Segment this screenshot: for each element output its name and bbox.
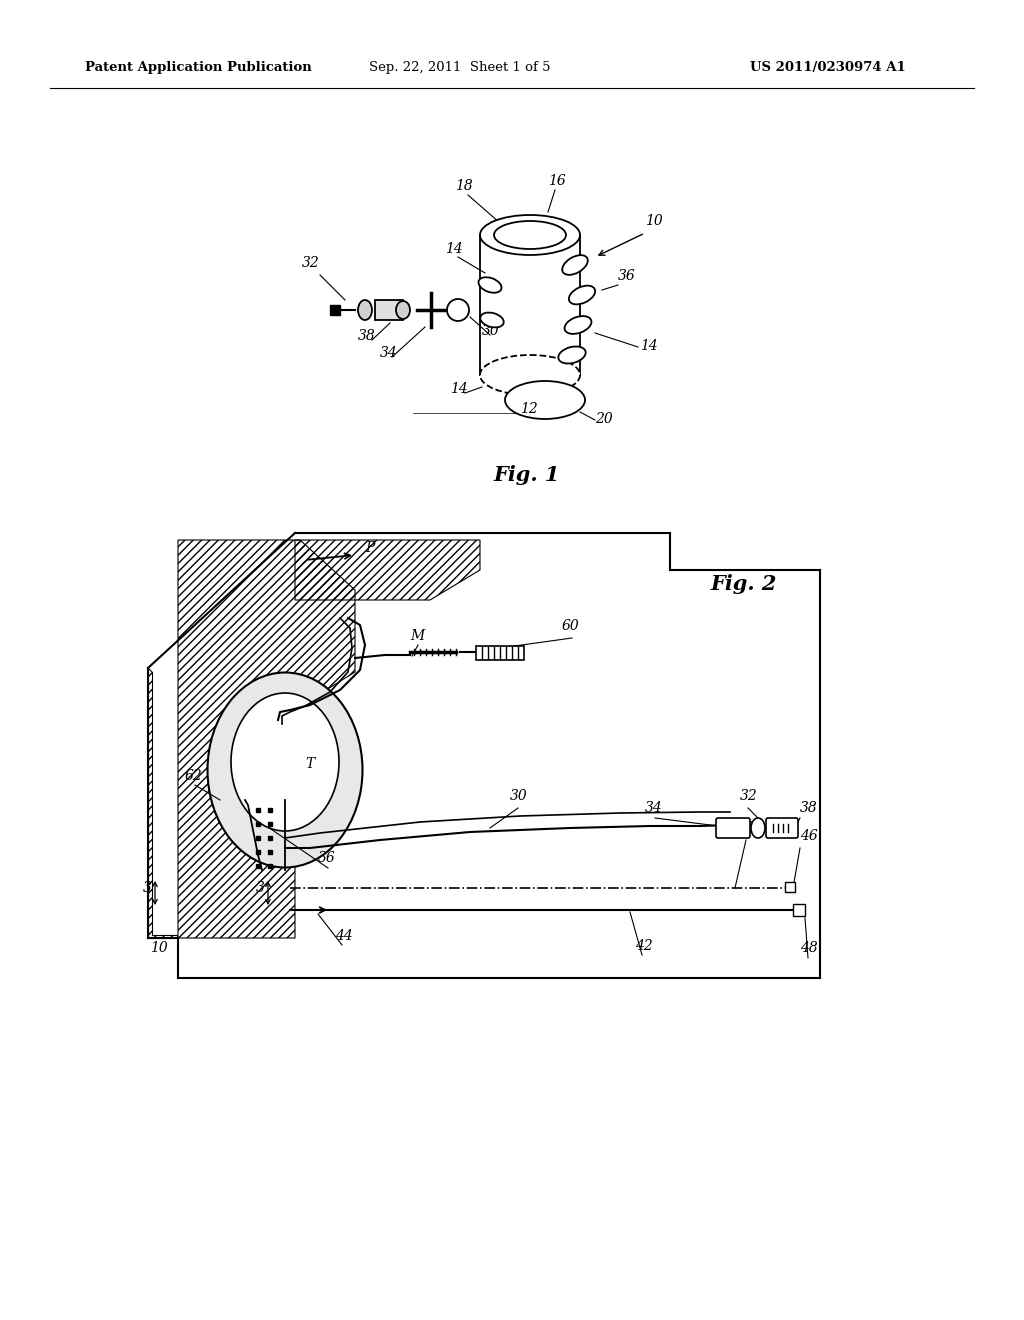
Ellipse shape <box>569 285 595 305</box>
Bar <box>375 300 403 319</box>
Text: US 2011/0230974 A1: US 2011/0230974 A1 <box>750 62 906 74</box>
Text: 30: 30 <box>482 323 500 338</box>
Text: 20: 20 <box>595 412 612 426</box>
Ellipse shape <box>447 300 469 321</box>
Text: 14: 14 <box>445 242 463 256</box>
Text: 30: 30 <box>510 789 527 803</box>
Ellipse shape <box>751 818 765 838</box>
FancyBboxPatch shape <box>716 818 750 838</box>
Text: 16: 16 <box>548 174 565 187</box>
Text: 10: 10 <box>645 214 663 228</box>
Text: 18: 18 <box>455 180 473 193</box>
Ellipse shape <box>231 693 339 832</box>
Text: 42: 42 <box>635 939 652 953</box>
Bar <box>476 645 524 660</box>
Text: 32: 32 <box>302 256 319 271</box>
Text: 12: 12 <box>520 403 538 416</box>
Text: 14: 14 <box>640 339 657 352</box>
Text: Sep. 22, 2011  Sheet 1 of 5: Sep. 22, 2011 Sheet 1 of 5 <box>370 62 551 74</box>
Text: 46: 46 <box>800 829 818 843</box>
Ellipse shape <box>558 346 586 363</box>
Text: 34: 34 <box>645 801 663 814</box>
Text: 40: 40 <box>738 821 756 836</box>
Text: 48: 48 <box>800 941 818 954</box>
Text: 62: 62 <box>185 770 203 783</box>
Text: 3: 3 <box>256 880 265 895</box>
Ellipse shape <box>480 215 580 255</box>
Text: 34: 34 <box>380 346 397 360</box>
Text: P: P <box>365 541 375 554</box>
Text: 60: 60 <box>562 619 580 634</box>
Text: 36: 36 <box>318 851 336 865</box>
Bar <box>793 904 805 916</box>
Text: 36: 36 <box>618 269 636 282</box>
Text: Fig. 1: Fig. 1 <box>494 465 560 484</box>
Ellipse shape <box>396 301 410 319</box>
Text: T: T <box>305 756 314 771</box>
Text: 44: 44 <box>335 929 352 942</box>
Ellipse shape <box>562 255 588 275</box>
Text: M: M <box>410 630 424 643</box>
Ellipse shape <box>564 315 592 334</box>
Text: 32: 32 <box>740 789 758 803</box>
Ellipse shape <box>358 300 372 319</box>
Bar <box>785 882 795 892</box>
Ellipse shape <box>494 220 566 249</box>
Ellipse shape <box>480 355 580 395</box>
Ellipse shape <box>478 277 502 293</box>
Ellipse shape <box>480 313 504 327</box>
FancyBboxPatch shape <box>766 818 798 838</box>
Ellipse shape <box>208 672 362 867</box>
Text: 10: 10 <box>150 941 168 954</box>
Text: Patent Application Publication: Patent Application Publication <box>85 62 311 74</box>
Text: 14: 14 <box>450 381 468 396</box>
Text: 38: 38 <box>358 329 376 343</box>
Text: 3: 3 <box>143 880 152 895</box>
Text: Fig. 2: Fig. 2 <box>710 574 776 594</box>
Ellipse shape <box>505 381 585 418</box>
Text: 38: 38 <box>800 801 818 814</box>
